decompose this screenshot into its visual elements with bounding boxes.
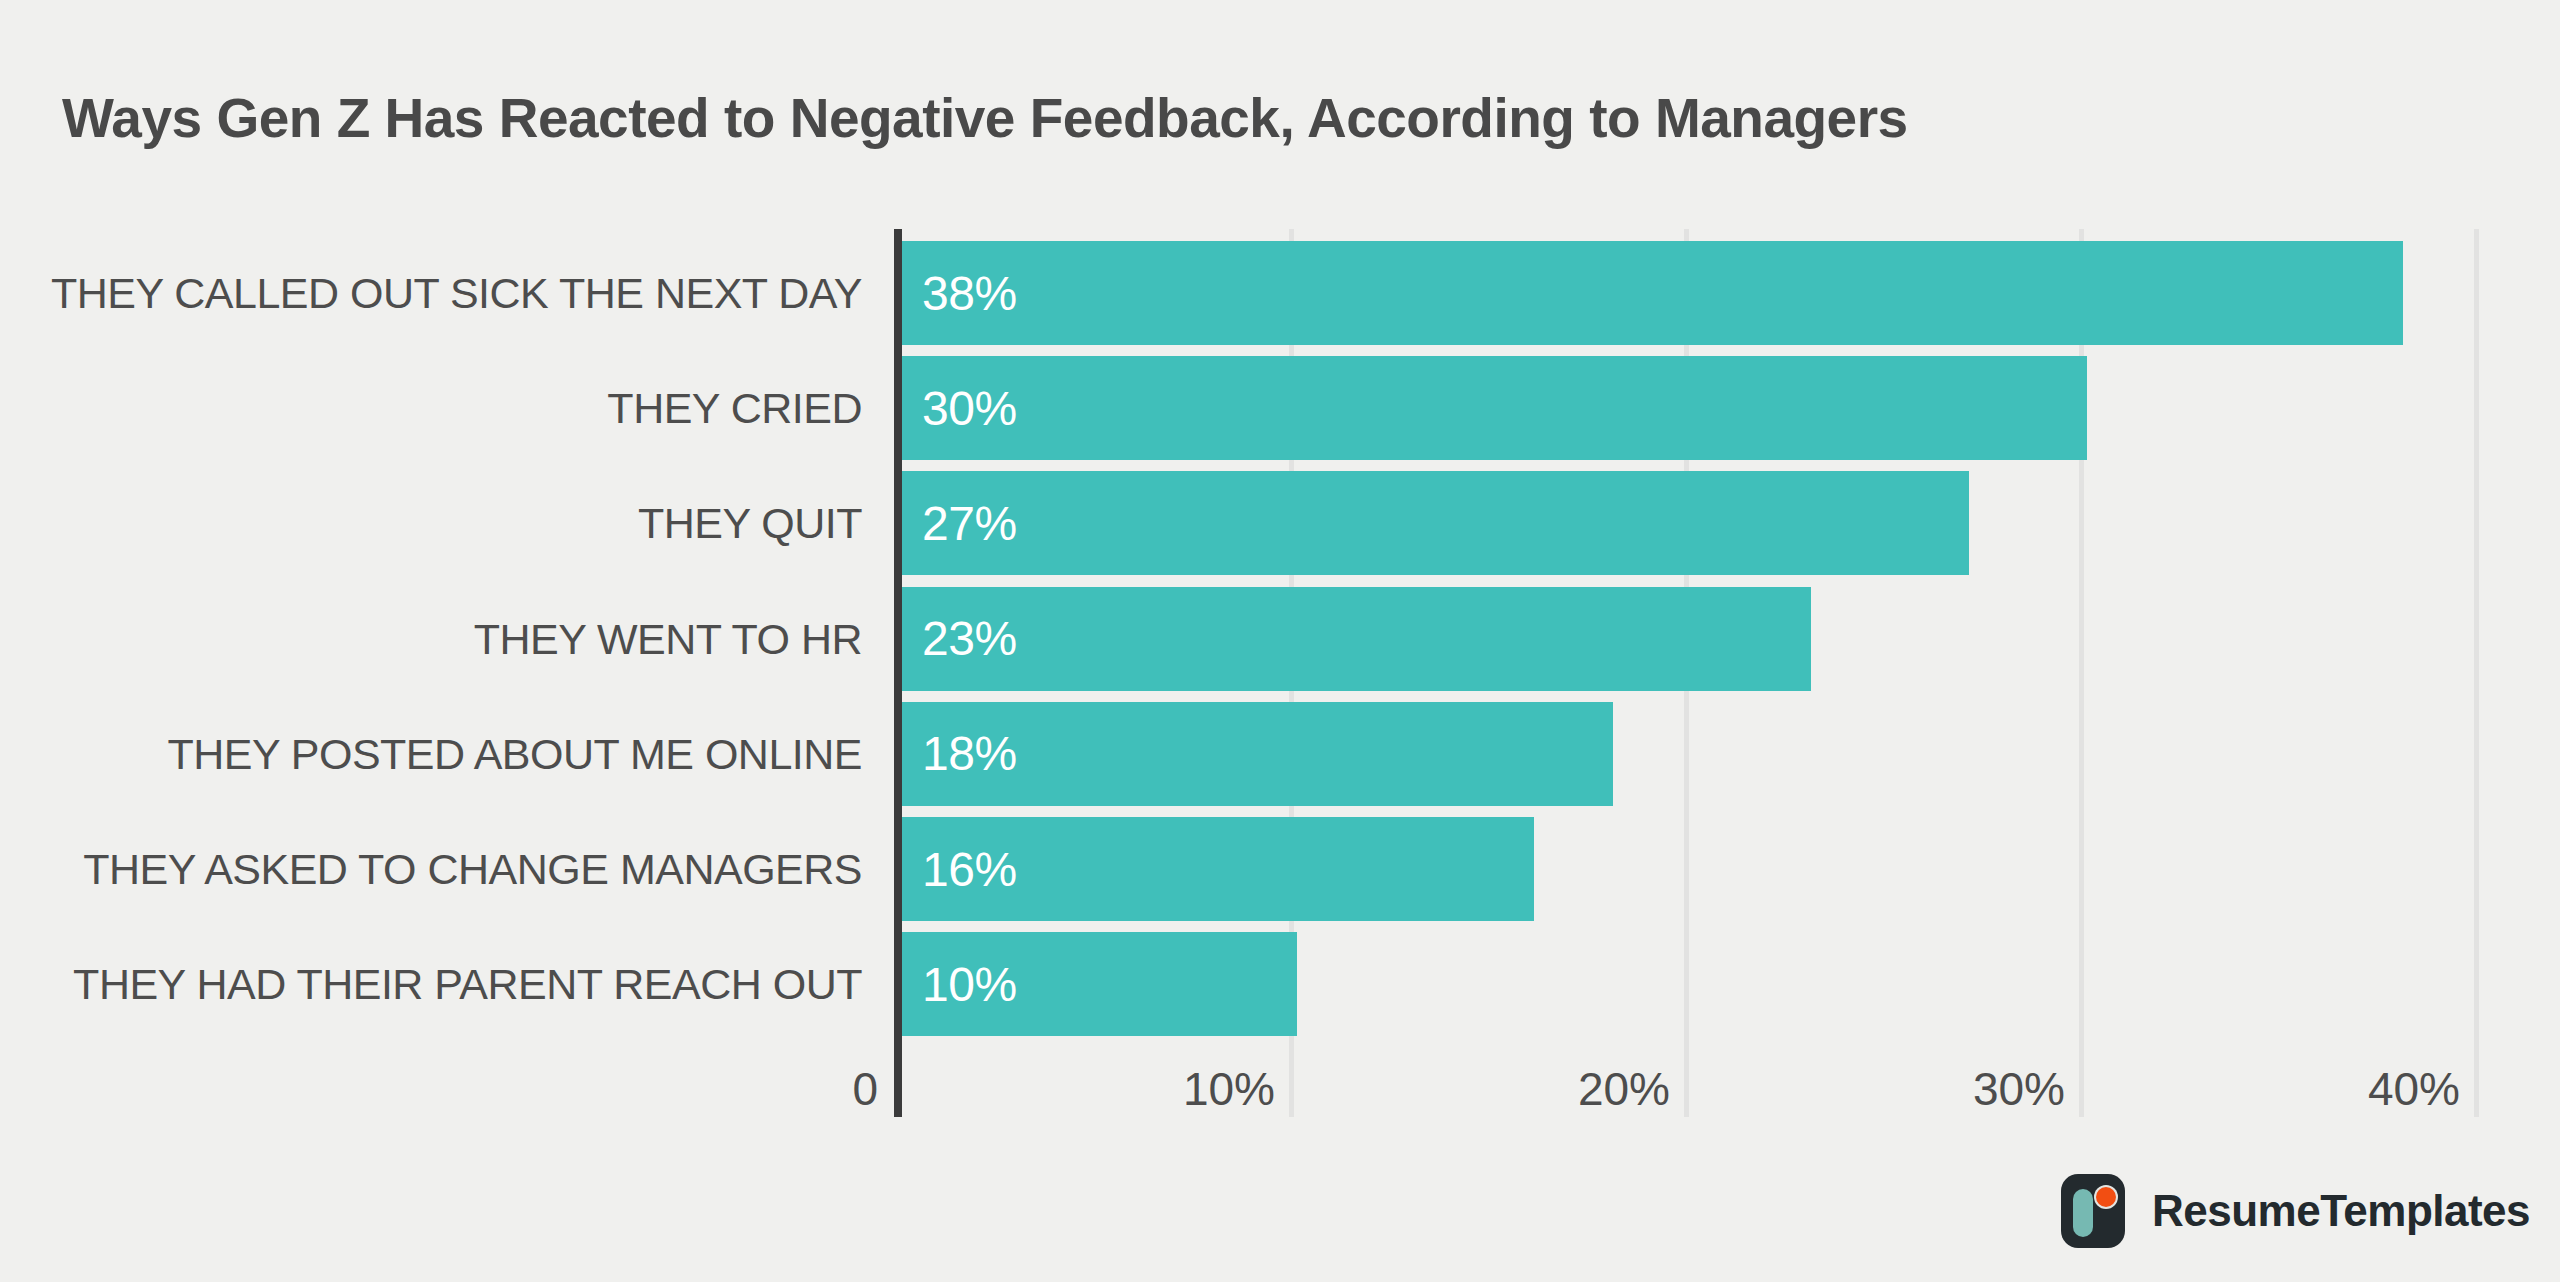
bar-value-label: 10% bbox=[902, 957, 1017, 1012]
x-tick-label-30: 30% bbox=[1765, 1066, 2065, 1112]
infographic-canvas: Ways Gen Z Has Reacted to Negative Feedb… bbox=[0, 0, 2560, 1282]
bar: 38% bbox=[902, 241, 2403, 345]
bar: 16% bbox=[902, 817, 1534, 921]
bar: 27% bbox=[902, 471, 1969, 575]
logo-orange-dot-shape bbox=[2096, 1187, 2116, 1207]
gridline-40 bbox=[2474, 229, 2479, 1117]
category-label: THEY ASKED TO CHANGE MANAGERS bbox=[0, 817, 862, 921]
bar-value-label: 18% bbox=[902, 726, 1017, 781]
bar: 30% bbox=[902, 356, 2087, 460]
x-tick-label-10: 10% bbox=[975, 1066, 1275, 1112]
plot-area: THEY CALLED OUT SICK THE NEXT DAY 38% THEY… bbox=[0, 229, 2560, 1117]
x-tick-label-40: 40% bbox=[2160, 1066, 2460, 1112]
bar: 10% bbox=[902, 932, 1297, 1036]
category-label: THEY CRIED bbox=[0, 356, 862, 460]
category-label: THEY CALLED OUT SICK THE NEXT DAY bbox=[0, 241, 862, 345]
bar: 23% bbox=[902, 587, 1811, 691]
category-label: THEY HAD THEIR PARENT REACH OUT bbox=[0, 932, 862, 1036]
bar-value-label: 38% bbox=[902, 266, 1017, 321]
logo-teal-pill-shape bbox=[2073, 1189, 2093, 1237]
category-label: THEY WENT TO HR bbox=[0, 587, 862, 691]
category-label: THEY POSTED ABOUT ME ONLINE bbox=[0, 702, 862, 806]
y-axis-line bbox=[894, 229, 902, 1117]
bar-value-label: 16% bbox=[902, 842, 1017, 897]
resume-templates-logo-icon bbox=[2061, 1174, 2125, 1248]
brand-logo: ResumeTemplates bbox=[2061, 1174, 2530, 1248]
x-tick-label-0: 0 bbox=[578, 1066, 878, 1112]
bar-value-label: 23% bbox=[902, 611, 1017, 666]
chart-title: Ways Gen Z Has Reacted to Negative Feedb… bbox=[62, 86, 1908, 150]
bar-value-label: 27% bbox=[902, 496, 1017, 551]
x-tick-label-20: 20% bbox=[1370, 1066, 1670, 1112]
category-label: THEY QUIT bbox=[0, 471, 862, 575]
bar-value-label: 30% bbox=[902, 381, 1017, 436]
bar: 18% bbox=[902, 702, 1613, 806]
brand-name: ResumeTemplates bbox=[2152, 1186, 2530, 1236]
